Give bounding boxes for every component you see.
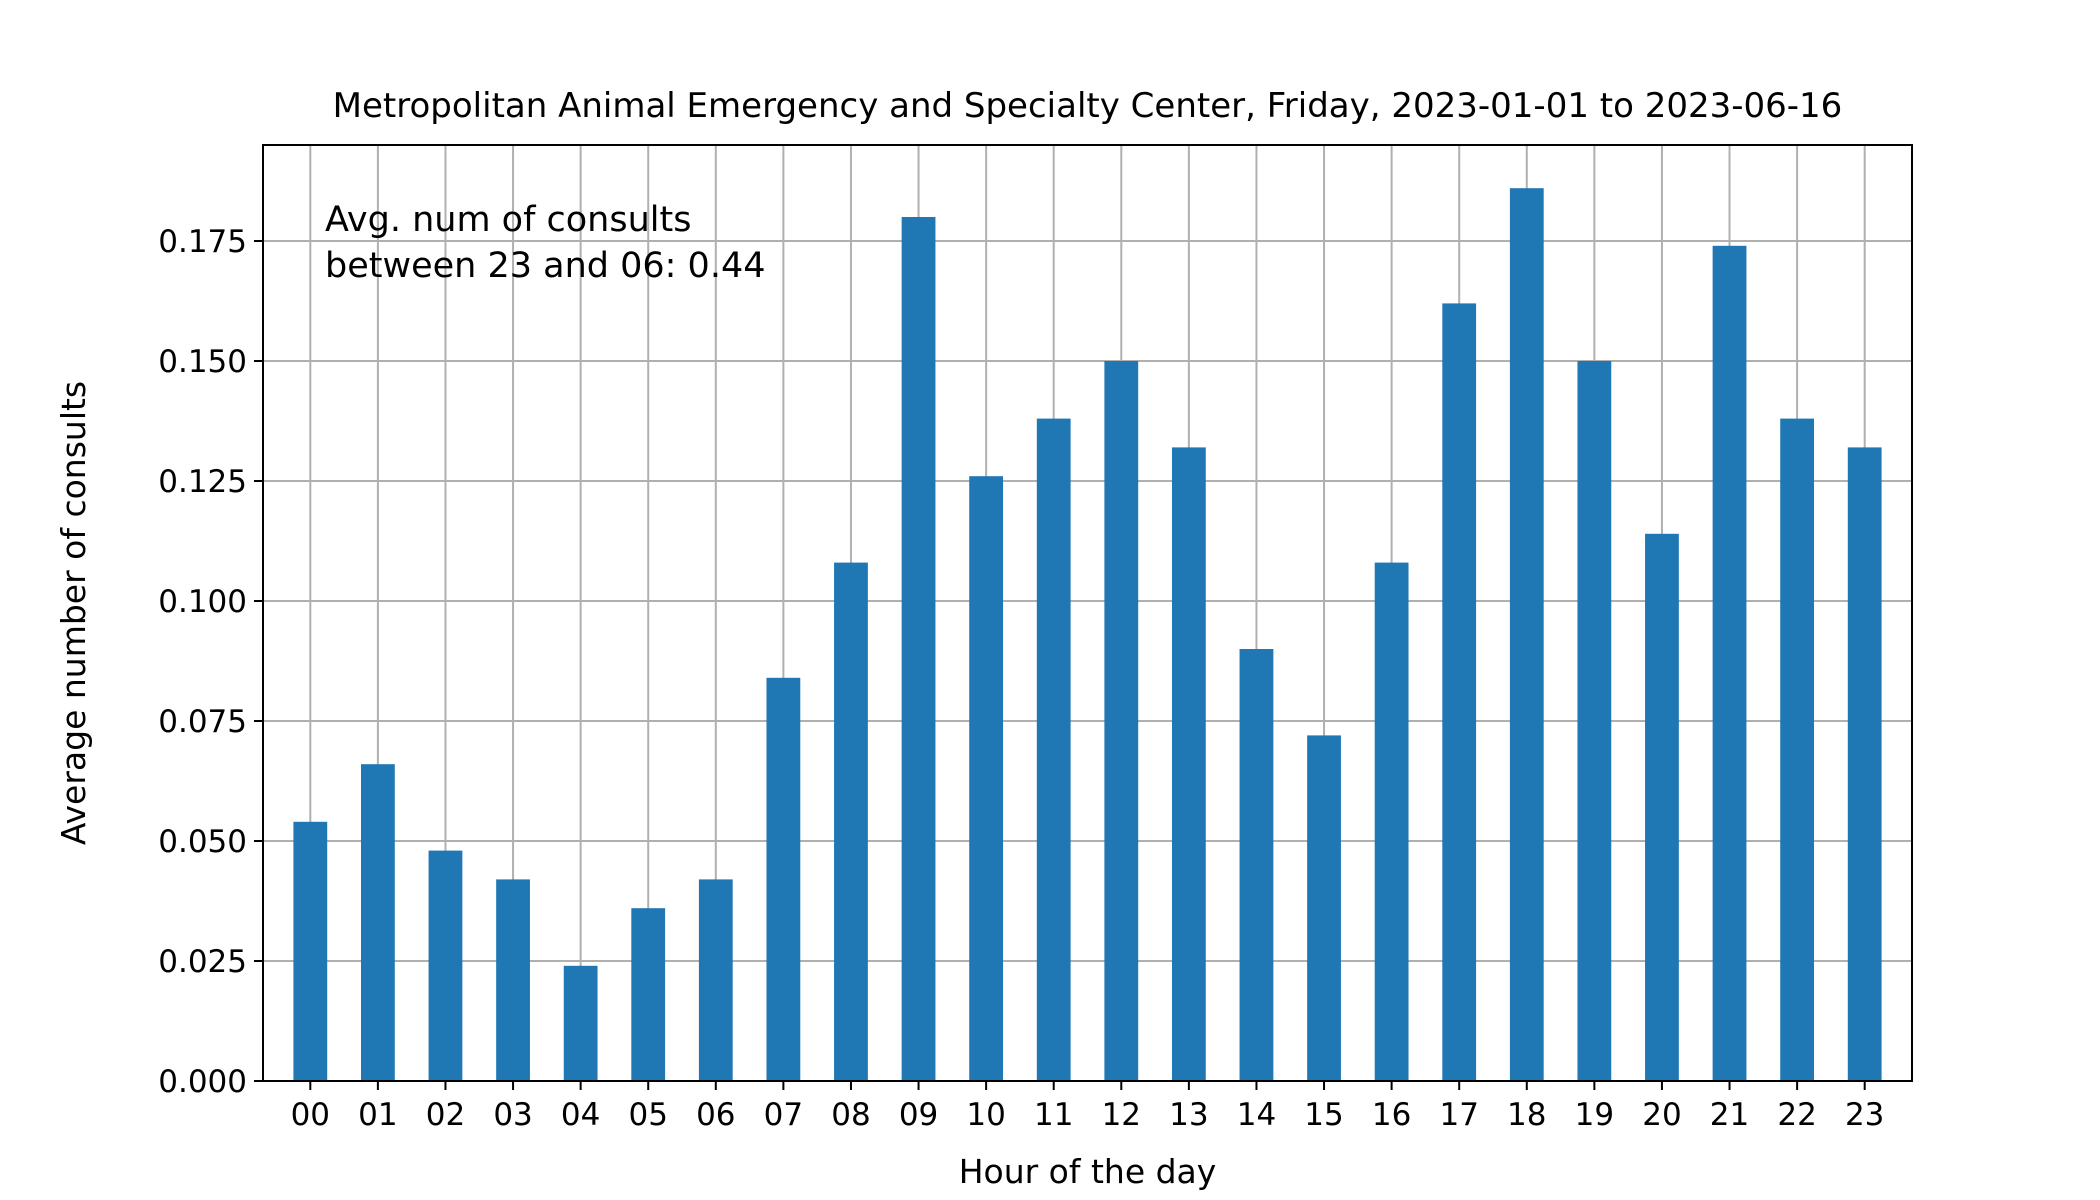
bar bbox=[1171, 447, 1206, 1081]
bar bbox=[1036, 418, 1071, 1082]
bar bbox=[969, 476, 1004, 1081]
x-tick-label: 13 bbox=[1169, 1097, 1208, 1133]
x-tick-label: 05 bbox=[628, 1097, 667, 1133]
x-tick-label: 14 bbox=[1237, 1097, 1276, 1133]
y-tick-label: 0.000 bbox=[158, 1064, 247, 1100]
bar bbox=[1509, 188, 1544, 1081]
y-tick-label: 0.100 bbox=[158, 584, 247, 620]
bar bbox=[1374, 562, 1409, 1081]
bar bbox=[698, 879, 733, 1081]
x-tick-label: 02 bbox=[426, 1097, 465, 1133]
bar bbox=[1847, 447, 1882, 1081]
x-tick-label: 08 bbox=[831, 1097, 870, 1133]
x-tick-label: 11 bbox=[1034, 1097, 1073, 1133]
x-tick-label: 15 bbox=[1304, 1097, 1343, 1133]
x-tick-label: 18 bbox=[1507, 1097, 1546, 1133]
x-tick-label: 20 bbox=[1642, 1097, 1681, 1133]
y-tick-label: 0.025 bbox=[158, 944, 247, 980]
plot-frame bbox=[262, 144, 1913, 1082]
bar bbox=[901, 217, 936, 1081]
bar bbox=[563, 965, 598, 1081]
bar bbox=[1239, 649, 1274, 1081]
bar bbox=[1712, 245, 1747, 1082]
bar bbox=[1442, 303, 1477, 1081]
x-tick-label: 16 bbox=[1372, 1097, 1411, 1133]
bar bbox=[293, 821, 328, 1081]
x-tick-label: 03 bbox=[493, 1097, 532, 1133]
bar bbox=[428, 850, 463, 1081]
x-tick-label: 23 bbox=[1845, 1097, 1884, 1133]
chart-title: Metropolitan Animal Emergency and Specia… bbox=[333, 86, 1843, 126]
x-tick-label: 22 bbox=[1777, 1097, 1816, 1133]
x-tick-label: 10 bbox=[966, 1097, 1005, 1133]
x-tick-label: 04 bbox=[561, 1097, 600, 1133]
bar bbox=[1645, 533, 1679, 1081]
x-tick-label: 06 bbox=[696, 1097, 735, 1133]
x-axis-label: Hour of the day bbox=[959, 1152, 1217, 1191]
bar bbox=[766, 677, 801, 1081]
annotation-line-2: between 23 and 06: 0.44 bbox=[325, 246, 766, 286]
bar bbox=[631, 908, 666, 1081]
x-tick-label: 01 bbox=[358, 1097, 397, 1133]
bar bbox=[1780, 418, 1815, 1082]
y-tick-label: 0.175 bbox=[158, 224, 247, 260]
x-tick-label: 09 bbox=[899, 1097, 938, 1133]
x-tick-label: 19 bbox=[1575, 1097, 1614, 1133]
y-axis-ticks: 0.000 0.025 0.050 0.075 0.100 0.125 0.150 0.175 bbox=[158, 224, 263, 1100]
x-axis-ticks: 00 01 02 03 04 05 06 07 08 09 10 11 12 13 14 15 16 17 18 19… bbox=[291, 1081, 1884, 1133]
x-tick-label: 07 bbox=[764, 1097, 803, 1133]
y-axis-label: Average number of consults bbox=[54, 381, 93, 845]
y-tick-label: 0.125 bbox=[158, 464, 247, 500]
x-tick-label: 00 bbox=[291, 1097, 330, 1133]
x-tick-label: 21 bbox=[1710, 1097, 1749, 1133]
x-tick-label: 12 bbox=[1102, 1097, 1141, 1133]
x-tick-label: 17 bbox=[1439, 1097, 1478, 1133]
annotation-line-1: Avg. num of consults bbox=[325, 200, 691, 240]
y-tick-label: 0.075 bbox=[158, 704, 247, 740]
bar bbox=[1577, 361, 1612, 1081]
y-tick-label: 0.150 bbox=[158, 344, 247, 380]
bar bbox=[1307, 735, 1341, 1081]
bar bbox=[360, 764, 395, 1081]
bar bbox=[1104, 361, 1139, 1081]
bar bbox=[496, 879, 530, 1081]
y-tick-label: 0.050 bbox=[158, 824, 247, 860]
bar bbox=[834, 562, 868, 1081]
bars bbox=[293, 188, 1882, 1082]
